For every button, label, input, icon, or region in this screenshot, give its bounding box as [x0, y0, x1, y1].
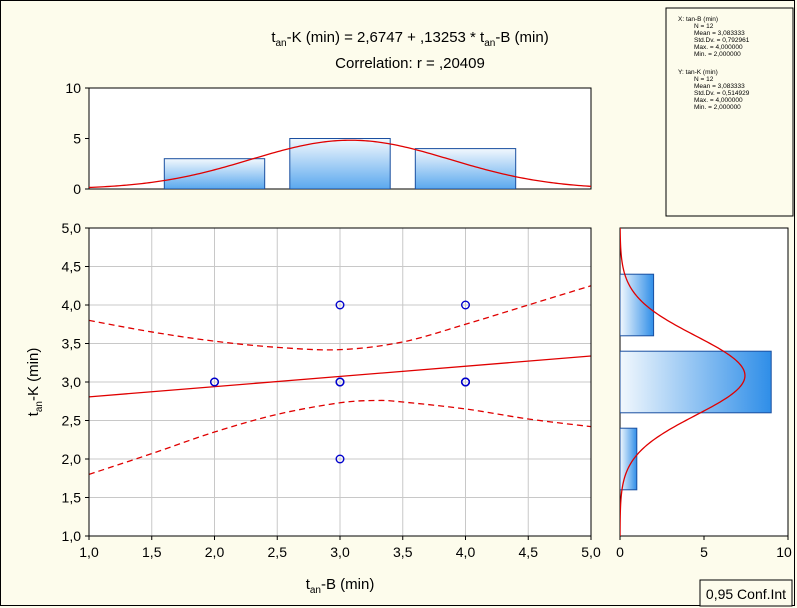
x-axis-label: tan-B (min): [306, 576, 375, 596]
data-point: [209, 377, 219, 387]
conf-int-legend: 0,95 Conf.Int: [699, 579, 793, 607]
y-tick-label: 3,5: [62, 336, 82, 352]
y-histogram-bar: [620, 273, 655, 337]
x-tick-label: 3,0: [330, 544, 350, 560]
regression-line: [89, 355, 591, 398]
data-point: [461, 300, 471, 310]
y-tick-label: 1,5: [62, 490, 82, 506]
stats-y-line: Std.Dv. = 0,514929: [694, 90, 750, 97]
x-tick-label: 3,5: [393, 544, 413, 560]
data-point: [461, 377, 471, 387]
y-axis-label: tan-K (min): [25, 348, 45, 417]
stats-y-line: Min. = 2,000000: [694, 104, 741, 111]
y-tick-label: 4,5: [62, 259, 82, 275]
x-tick-label: 2,0: [205, 544, 225, 560]
stats-x-line: Std.Dv. = 0,792961: [694, 37, 750, 44]
x-histogram-tick-label: 10: [65, 80, 81, 96]
chart-subtitle: Correlation: r = ,20409: [335, 55, 485, 72]
y-histogram-normal-curve: [620, 228, 746, 536]
y-histogram-bar: [620, 350, 772, 414]
x-histogram-panel: 0 5 10: [65, 80, 592, 197]
x-tick-label: 5,0: [581, 544, 601, 560]
y-histogram-tick-label: 5: [700, 544, 708, 560]
x-histogram-bar: [289, 138, 391, 189]
chart-title: tan-K (min) = 2,6747 + ,13253 * tan-B (m…: [271, 29, 548, 49]
y-tick-label: 1,0: [62, 528, 82, 544]
y-tick-label: 3,0: [62, 374, 82, 390]
x-tick-label: 4,5: [519, 544, 539, 560]
x-histogram-bar: [414, 148, 517, 189]
stats-x-header: X: tan-B (min): [678, 16, 718, 23]
x-tick-label: 4,0: [456, 544, 476, 560]
data-point: [335, 377, 345, 387]
x-tick-label: 1,0: [79, 544, 99, 560]
y-tick-label: 4,0: [62, 297, 82, 313]
y-tick-label: 2,0: [62, 451, 82, 467]
stats-y-line: Max. = 4,000000: [694, 97, 743, 104]
y-histogram-tick-label: 0: [616, 544, 624, 560]
x-tick-label: 1,5: [142, 544, 162, 560]
y-tick-label: 2,5: [62, 413, 82, 429]
x-tick-label: 2,5: [268, 544, 288, 560]
stats-x-line: Min. = 2,000000: [694, 51, 741, 58]
stats-y-header: Y: tan-K (min): [678, 69, 718, 76]
stats-y-line: Mean = 3,083333: [694, 83, 745, 90]
y-histogram-tick-label: 10: [776, 544, 792, 560]
stats-y-line: N = 12: [694, 76, 714, 83]
conf-band-lower: [89, 399, 591, 476]
x-histogram-bar: [163, 158, 266, 189]
y-tick-label: 5,0: [62, 220, 82, 236]
y-histogram-bar: [620, 427, 638, 491]
conf-band-upper: [89, 285, 591, 351]
data-point: [335, 300, 345, 310]
conf-int-label: 0,95 Conf.Int: [706, 586, 786, 602]
stats-x-line: N = 12: [694, 23, 714, 30]
stats-x-line: Max. = 4,000000: [694, 44, 743, 51]
x-histogram-normal-curve: [89, 139, 591, 189]
y-histogram-panel: 0 5 10: [616, 227, 792, 560]
stats-x-line: Mean = 3,083333: [694, 30, 745, 37]
x-histogram-tick-label: 0: [73, 181, 81, 197]
scatter-panel: 1,0 1,5 2,0 2,5 3,0 3,5 4,0 4,5 5,0 1,0 1,5 2,0 2,5 3…: [62, 220, 601, 560]
x-histogram-tick-label: 5: [73, 131, 81, 147]
data-point: [335, 454, 345, 464]
